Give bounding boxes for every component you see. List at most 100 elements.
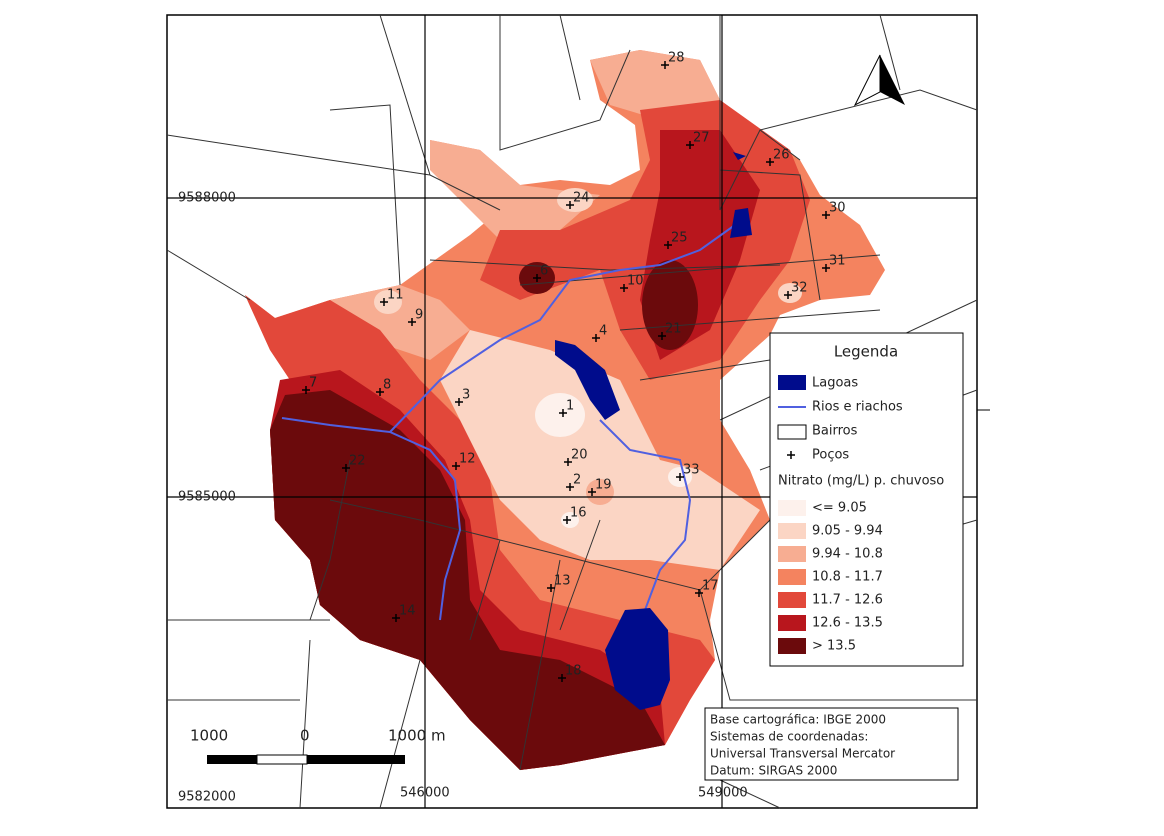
well-marker — [592, 334, 600, 342]
legend-label: 9.05 - 9.94 — [812, 524, 883, 539]
credits: Base cartográfica: IBGE 2000 Sistemas de … — [710, 713, 895, 778]
well-marker — [822, 264, 830, 272]
credit-line: Universal Transversal Mercator — [710, 747, 895, 761]
well-label: 2 — [573, 473, 581, 488]
legend-swatch — [778, 615, 806, 631]
coord-label: 9585000 — [178, 490, 236, 505]
legend-swatch — [777, 424, 807, 440]
river — [389, 224, 736, 433]
coord-label: 549000 — [698, 786, 748, 801]
well-marker — [559, 409, 567, 417]
lagoon — [733, 152, 746, 160]
zone — [270, 390, 665, 770]
lagoon — [730, 208, 752, 238]
zone — [330, 285, 470, 360]
well-marker — [676, 473, 684, 481]
well-marker — [452, 462, 460, 470]
credit-line: Sistemas de coordenadas: — [710, 730, 868, 744]
well-marker — [547, 584, 555, 592]
legend-label: 11.7 - 12.6 — [812, 593, 883, 608]
legend-label: Rios e riachos — [812, 400, 903, 415]
well-marker — [686, 141, 694, 149]
well-label: 20 — [571, 448, 588, 463]
well-label: 33 — [683, 463, 700, 478]
legend-label: Lagoas — [812, 376, 858, 391]
well-marker — [455, 398, 463, 406]
well-marker — [766, 158, 774, 166]
well-label: 25 — [671, 231, 688, 246]
well-marker — [533, 274, 541, 282]
well-label: 28 — [668, 51, 685, 66]
well-marker — [342, 464, 350, 472]
legend-swatch — [778, 592, 806, 608]
well-marker — [558, 674, 566, 682]
well-label: 22 — [349, 454, 366, 469]
zone — [586, 479, 614, 505]
well-label: 32 — [791, 281, 808, 296]
well-label: 8 — [383, 378, 391, 393]
rivers — [281, 224, 736, 621]
legend-label: <= 9.05 — [812, 501, 867, 516]
river — [281, 417, 462, 621]
scale-label: 0 — [300, 727, 310, 745]
zone — [778, 283, 802, 303]
well-label: 30 — [829, 201, 846, 216]
well-marker — [822, 211, 830, 219]
zone — [535, 393, 585, 437]
lagoon — [555, 340, 620, 420]
well-label: 11 — [387, 288, 404, 303]
legend-subtitle: Nitrato (mg/L) p. chuvoso — [778, 474, 944, 489]
well-label: 31 — [829, 254, 846, 269]
zone — [642, 260, 698, 350]
well-marker — [563, 516, 571, 524]
well-marker — [661, 61, 669, 69]
well-marker — [588, 488, 596, 496]
legend-label: 10.8 - 11.7 — [812, 570, 883, 585]
zone — [557, 188, 593, 212]
legend-title: Legenda — [834, 343, 898, 361]
zone — [440, 330, 760, 570]
well-label: 21 — [665, 322, 682, 337]
well-marker — [695, 589, 703, 597]
well-marker — [380, 298, 388, 306]
scale-bar — [207, 754, 405, 765]
legend-swatch — [778, 638, 806, 654]
well-label: 18 — [565, 664, 582, 679]
lagoon — [605, 608, 670, 710]
well-marker — [566, 483, 574, 491]
well-label: 1 — [566, 399, 574, 414]
well-label: 14 — [399, 604, 416, 619]
legend-swatch — [778, 523, 806, 539]
coordinate-grid — [167, 15, 977, 808]
well-label: 26 — [773, 148, 790, 163]
well-label: 12 — [459, 452, 476, 467]
well-label: 19 — [595, 478, 612, 493]
legend-label: Poços — [812, 448, 849, 463]
well-label: 10 — [627, 274, 644, 289]
legend: Lagoas Rios e riachos Bairros Poços Nitrato … — [777, 375, 944, 654]
legend-swatch — [787, 451, 795, 459]
well-marker — [658, 332, 666, 340]
well-marker — [564, 458, 572, 466]
credit-line: Datum: SIRGAS 2000 — [710, 764, 837, 778]
well-marker — [408, 318, 416, 326]
legend-swatch — [778, 500, 806, 516]
scale-label: 1000 — [190, 727, 228, 745]
credit-line: Base cartográfica: IBGE 2000 — [710, 713, 886, 727]
river — [599, 419, 692, 611]
zone — [430, 140, 600, 240]
well-marker — [376, 388, 384, 396]
well-label: 9 — [415, 308, 423, 323]
legend-label: Bairros — [812, 424, 858, 439]
well-label: 24 — [573, 191, 590, 206]
well-marker — [566, 201, 574, 209]
well-marker — [664, 241, 672, 249]
well-label: 4 — [599, 324, 607, 339]
well-marker — [784, 291, 792, 299]
north-arrow — [853, 54, 905, 107]
well-label: 13 — [554, 574, 571, 589]
coord-label: 9582000 — [178, 790, 236, 805]
well-marker — [302, 386, 310, 394]
legend-label: > 13.5 — [812, 639, 856, 654]
